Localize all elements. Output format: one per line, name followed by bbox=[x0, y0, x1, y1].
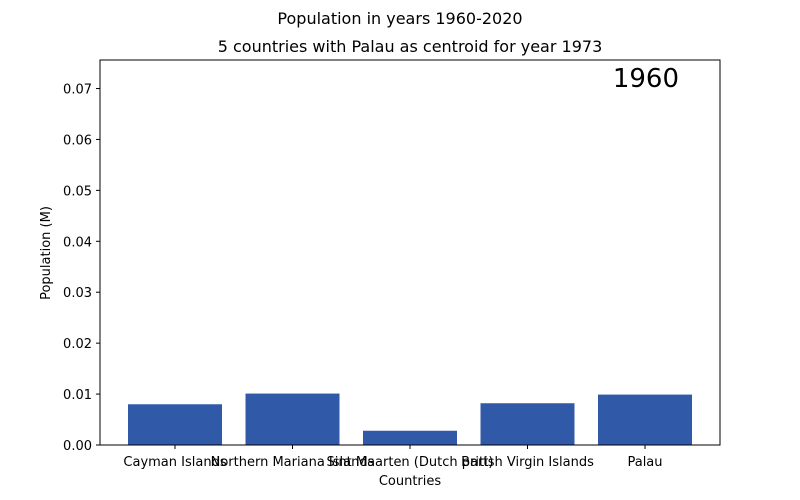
y-tick-label: 0.04 bbox=[63, 235, 92, 250]
x-tick-label: Cayman Islands bbox=[123, 455, 226, 470]
bar bbox=[480, 403, 575, 445]
plot-frame bbox=[99, 59, 721, 446]
y-tick-label: 0.01 bbox=[63, 388, 92, 403]
y-tick-label: 0.07 bbox=[63, 83, 92, 98]
y-axis-label: Population (M) bbox=[39, 206, 54, 300]
bar bbox=[128, 404, 222, 445]
chart-title: Population in years 1960-2020 bbox=[277, 9, 522, 28]
y-tick-label: 0.06 bbox=[63, 133, 92, 148]
year-annotation: 1960 bbox=[613, 64, 679, 94]
chart-subtitle: 5 countries with Palau as centroid for y… bbox=[218, 37, 603, 56]
y-tick-label: 0.02 bbox=[63, 337, 92, 352]
x-tick-label: Northern Mariana Islands bbox=[211, 455, 375, 470]
y-tick-label: 0.00 bbox=[63, 439, 92, 454]
bar bbox=[245, 393, 340, 445]
x-tick-label: Sint Maarten (Dutch part) bbox=[327, 455, 494, 470]
bar bbox=[598, 394, 692, 445]
x-axis-label: Countries bbox=[379, 474, 442, 489]
y-axis-ticks: 0.00 0.01 0.02 0.03 0.04 0.05 0.06 0.07 bbox=[63, 83, 100, 454]
y-tick-label: 0.05 bbox=[63, 184, 92, 199]
x-tick-label: Palau bbox=[627, 455, 662, 470]
y-tick-label: 0.03 bbox=[63, 286, 92, 301]
bar bbox=[363, 430, 457, 445]
bars-group bbox=[128, 393, 692, 445]
x-tick-label: British Virgin Islands bbox=[461, 455, 594, 470]
